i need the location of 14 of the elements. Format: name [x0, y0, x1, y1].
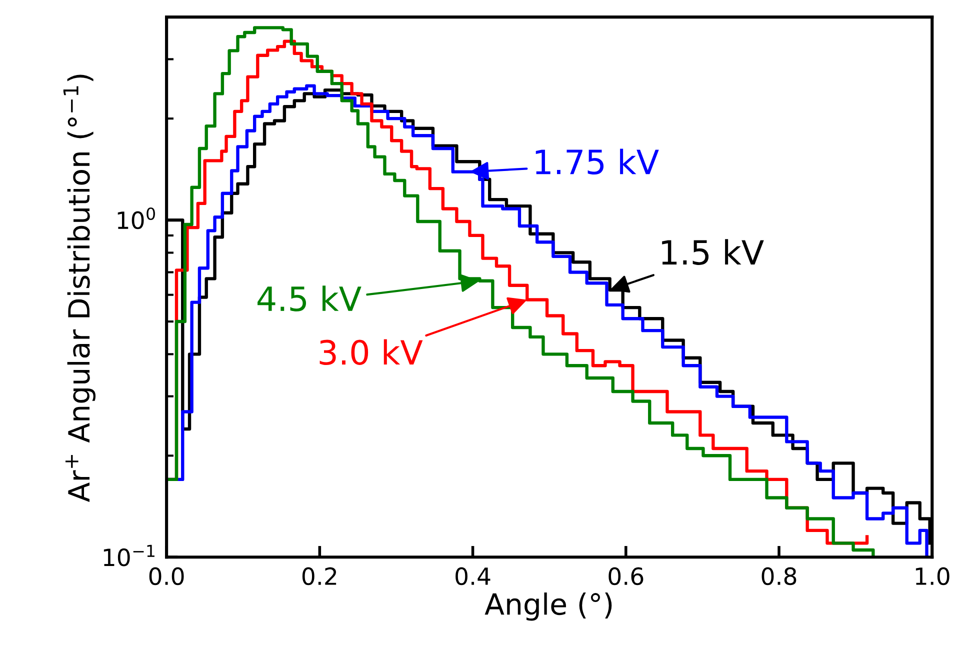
x-tick-label: 1.0 — [916, 567, 950, 586]
x-tick-label: 0.0 — [149, 567, 184, 586]
annotation: 1.75 kV — [536, 148, 659, 175]
annotation: 4.5 kV — [258, 286, 362, 312]
y-tick-label: 10$^{0}$ — [118, 208, 155, 230]
x-axis-title: Angle (°) — [484, 592, 612, 621]
y-tick-label: 10$^{−1}$ — [104, 544, 154, 566]
annotation: 1.5 kV — [662, 239, 764, 265]
x-tick-label: 0.6 — [608, 567, 644, 586]
annotation: 3.0 kV — [320, 339, 423, 366]
x-tick-label: 0.8 — [762, 567, 796, 586]
x-tick-label: 0.2 — [302, 567, 336, 586]
x-tick-label: 0.4 — [456, 567, 490, 586]
y-axis-title: Ar$^{+}$ Angular Distribution (°$^{−1}$) — [63, 74, 96, 502]
